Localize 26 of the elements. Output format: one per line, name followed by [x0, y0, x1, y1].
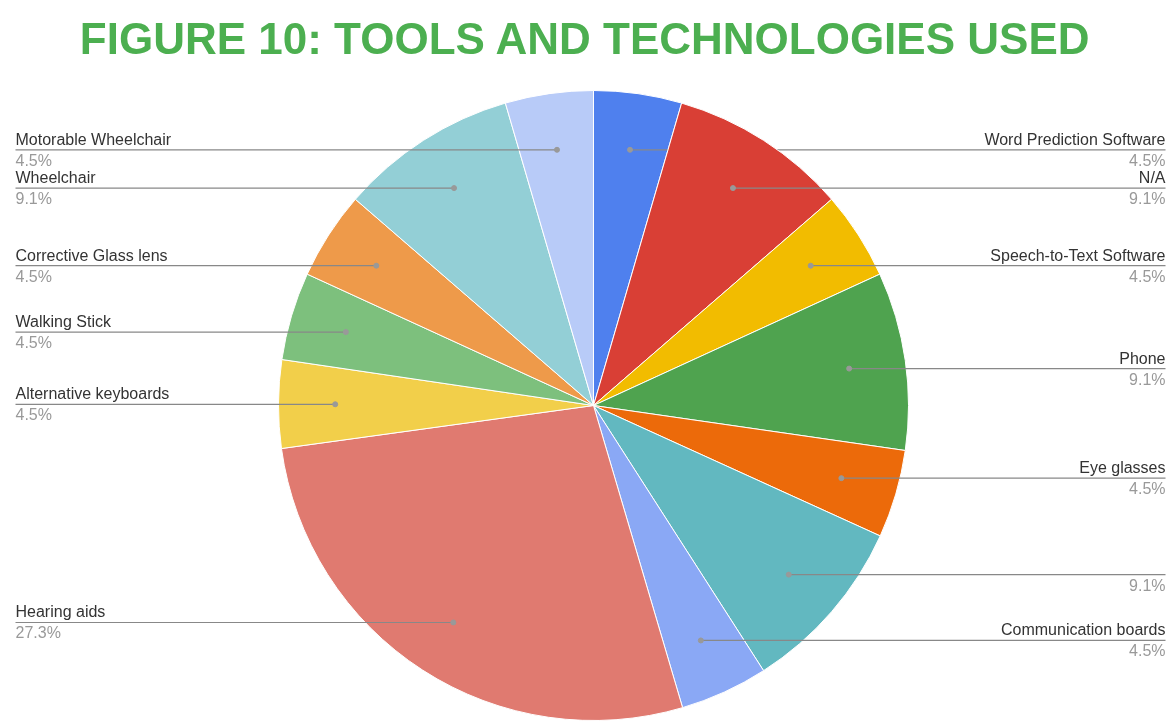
slice-label: Speech-to-Text Software — [990, 246, 1166, 264]
data-label: 9.1% — [1129, 370, 1166, 388]
slice-label: Corrective Glass lens — [15, 246, 168, 264]
slice-label: Phone — [1119, 349, 1166, 367]
slice-label: Eye glasses — [1079, 459, 1166, 477]
data-label: 4.5% — [15, 334, 52, 352]
slice-label: Wheelchair — [15, 169, 97, 187]
slice-label: Motorable Wheelchair — [15, 130, 172, 148]
data-label: 4.5% — [15, 151, 52, 169]
slice-label: Walking Stick — [15, 313, 112, 331]
data-label: 4.5% — [1129, 267, 1166, 285]
data-label: 4.5% — [1129, 642, 1166, 660]
slice-label: Communication boards — [1000, 621, 1166, 639]
slice-label: Hearing aids — [15, 603, 106, 621]
slice-label: Word Prediction Software — [984, 130, 1166, 148]
data-label: 9.1% — [1129, 190, 1166, 208]
data-label: 9.1% — [15, 190, 52, 208]
slice-label: N/A — [1138, 169, 1166, 187]
data-label: 4.5% — [1129, 480, 1166, 498]
slice-label: Alternative keyboards — [15, 385, 170, 403]
data-label: 4.5% — [15, 267, 52, 285]
data-label: 4.5% — [1129, 151, 1166, 169]
data-label: 27.3% — [15, 624, 61, 642]
data-label: 9.1% — [1129, 576, 1166, 594]
data-label: 4.5% — [15, 406, 52, 424]
chart-title: FIGURE 10: TOOLS AND TECHNOLOGIES USED — [79, 14, 1090, 63]
